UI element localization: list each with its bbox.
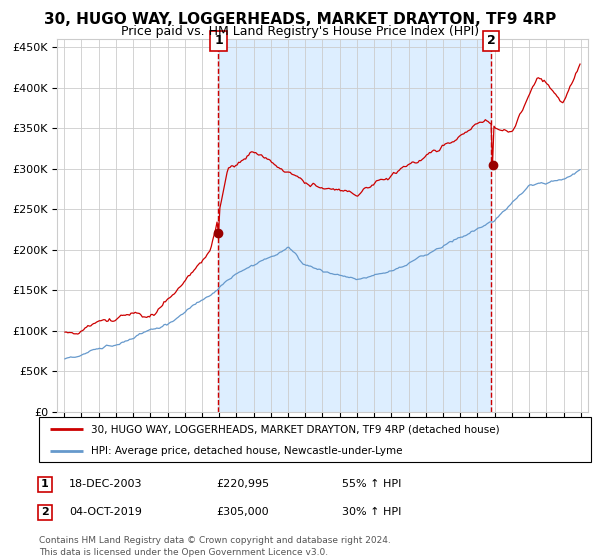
Text: 2: 2	[487, 34, 496, 47]
Text: 04-OCT-2019: 04-OCT-2019	[69, 507, 142, 517]
Text: HPI: Average price, detached house, Newcastle-under-Lyme: HPI: Average price, detached house, Newc…	[91, 446, 403, 456]
Text: 18-DEC-2003: 18-DEC-2003	[69, 479, 143, 489]
Text: 2: 2	[41, 507, 49, 517]
Text: 55% ↑ HPI: 55% ↑ HPI	[342, 479, 401, 489]
FancyBboxPatch shape	[39, 417, 591, 462]
Text: 1: 1	[214, 34, 223, 47]
Text: Price paid vs. HM Land Registry's House Price Index (HPI): Price paid vs. HM Land Registry's House …	[121, 25, 479, 38]
Text: 30, HUGO WAY, LOGGERHEADS, MARKET DRAYTON, TF9 4RP: 30, HUGO WAY, LOGGERHEADS, MARKET DRAYTO…	[44, 12, 556, 27]
Text: 1: 1	[41, 479, 49, 489]
Text: 30% ↑ HPI: 30% ↑ HPI	[342, 507, 401, 517]
Text: Contains HM Land Registry data © Crown copyright and database right 2024.
This d: Contains HM Land Registry data © Crown c…	[39, 536, 391, 557]
Text: 30, HUGO WAY, LOGGERHEADS, MARKET DRAYTON, TF9 4RP (detached house): 30, HUGO WAY, LOGGERHEADS, MARKET DRAYTO…	[91, 424, 500, 435]
Bar	[218, 39, 491, 412]
Text: £305,000: £305,000	[216, 507, 269, 517]
Text: £220,995: £220,995	[216, 479, 269, 489]
